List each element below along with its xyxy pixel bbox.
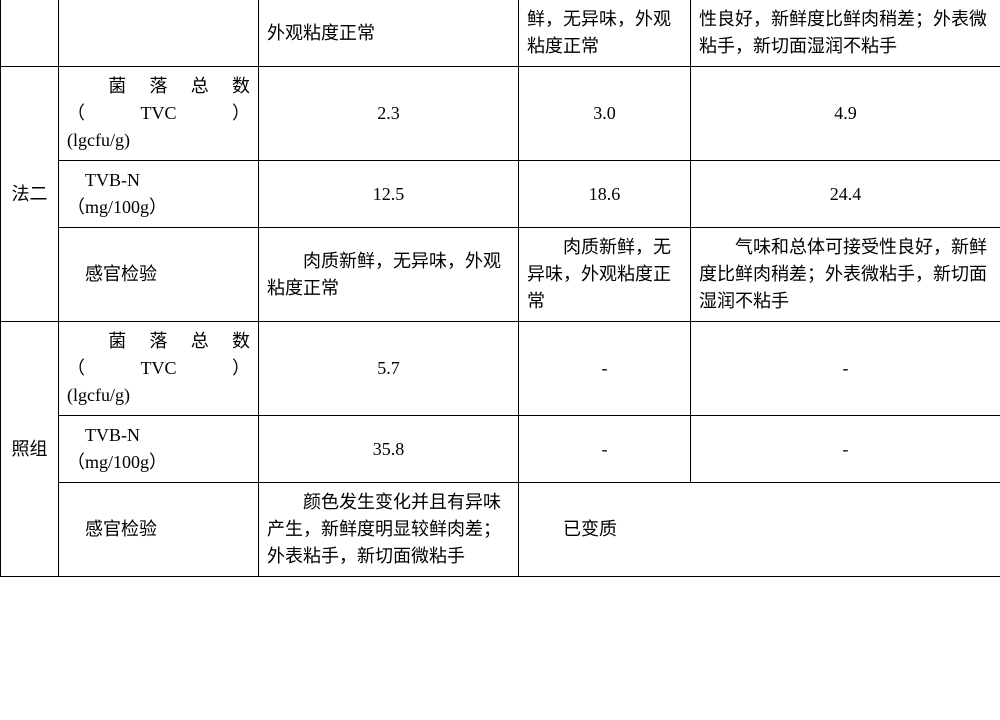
cell-text: 已变质 [519,483,1000,577]
cell-param-label: 感官检验 [59,483,259,577]
cell-text: 肉质新鲜，无异味，外观粘度正常 [519,228,691,322]
cell-blank [59,0,259,67]
table-row: 法二 菌落总数 （ TVC ） (lgcfu/g) 2.3 3.0 4.9 [1,67,1000,161]
cell-blank [1,0,59,67]
cell-text: 肉质新鲜，无异味，外观粘度正常 [259,228,519,322]
cell-value: - [691,322,1000,416]
cell-value: 35.8 [259,416,519,483]
cell-value: 5.7 [259,322,519,416]
cell-param-label: TVB-N （mg/100g） [59,416,259,483]
table-row: 照组 菌落总数 （ TVC ） (lgcfu/g) 5.7 - - [1,322,1000,416]
cell-param-label: 菌落总数 （ TVC ） (lgcfu/g) [59,67,259,161]
cell-text: 气味和总体可接受性良好，新鲜度比鲜肉稍差；外表微粘手，新切面湿润不粘手 [691,228,1000,322]
cell-value: 24.4 [691,161,1000,228]
data-table: 外观粘度正常 鲜，无异味，外观粘度正常 性良好，新鲜度比鲜肉稍差；外表微粘手，新… [0,0,1000,577]
cell-param-label: 菌落总数 （ TVC ） (lgcfu/g) [59,322,259,416]
cell-text: 鲜，无异味，外观粘度正常 [519,0,691,67]
cell-text: 性良好，新鲜度比鲜肉稍差；外表微粘手，新切面湿润不粘手 [691,0,1000,67]
cell-value: - [519,416,691,483]
cell-value: 4.9 [691,67,1000,161]
group-label-zhao: 照组 [1,322,59,577]
cell-value: 3.0 [519,67,691,161]
group-label-fa2: 法二 [1,67,59,322]
table-row: TVB-N （mg/100g） 35.8 - - [1,416,1000,483]
cell-param-label: 感官检验 [59,228,259,322]
cell-value: 2.3 [259,67,519,161]
cell-value: - [691,416,1000,483]
table-row: 感官检验 肉质新鲜，无异味，外观粘度正常 肉质新鲜，无异味，外观粘度正常 气味和… [1,228,1000,322]
table-row: TVB-N （mg/100g） 12.5 18.6 24.4 [1,161,1000,228]
table-row: 外观粘度正常 鲜，无异味，外观粘度正常 性良好，新鲜度比鲜肉稍差；外表微粘手，新… [1,0,1000,67]
table-row: 感官检验 颜色发生变化并且有异味产生，新鲜度明显较鲜肉差；外表粘手，新切面微粘手… [1,483,1000,577]
cell-value: - [519,322,691,416]
cell-param-label: TVB-N （mg/100g） [59,161,259,228]
cell-text: 外观粘度正常 [259,0,519,67]
table-container: 外观粘度正常 鲜，无异味，外观粘度正常 性良好，新鲜度比鲜肉稍差；外表微粘手，新… [0,0,1000,720]
cell-text: 颜色发生变化并且有异味产生，新鲜度明显较鲜肉差；外表粘手，新切面微粘手 [259,483,519,577]
cell-value: 12.5 [259,161,519,228]
cell-value: 18.6 [519,161,691,228]
